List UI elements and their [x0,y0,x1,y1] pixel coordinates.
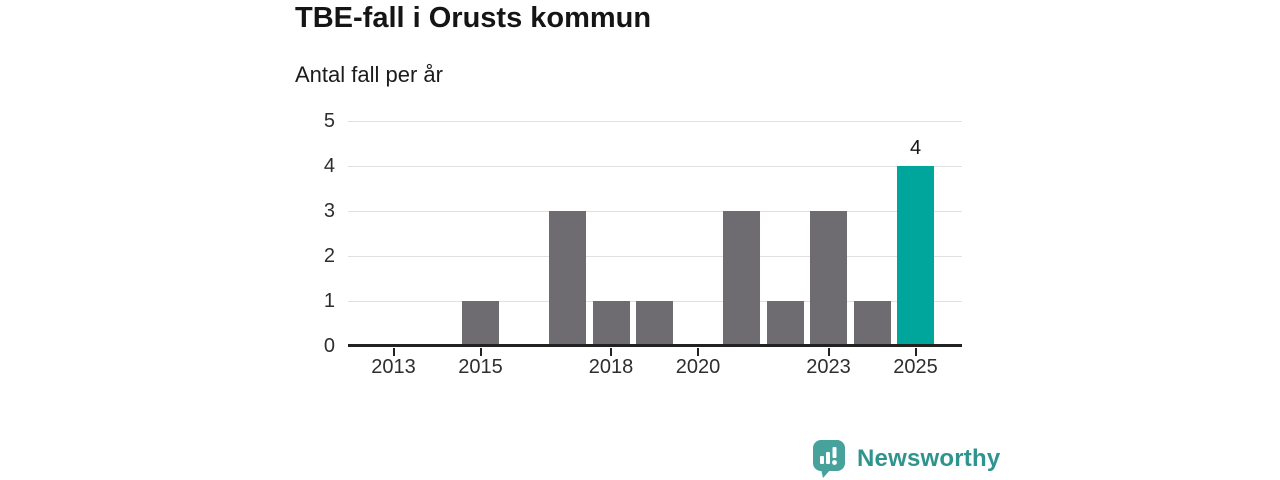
x-axis-tick-label: 2013 [371,356,416,378]
x-axis-tick [914,348,917,356]
x-axis-tick-label: 2025 [893,356,938,378]
x-axis-tick-label: 2018 [588,356,634,378]
plot-area [348,120,962,347]
y-axis-tick-label: 2 [323,245,335,267]
x-axis-tick [479,348,482,356]
y-axis-tick-label: 3 [323,200,335,222]
newsworthy-brand-text: Newsworthy [857,445,1001,472]
x-axis-tick [392,348,395,356]
bar-2015 [462,301,499,346]
bar-2018 [592,301,630,346]
y-axis-tick-label: 0 [323,335,335,357]
gridline [348,255,962,257]
x-axis-tick [697,348,699,356]
bar-2023 [810,211,847,346]
bar-2024 [853,301,891,346]
chart-subtitle: Antal fall per år [295,62,443,87]
x-axis-tick-label: 2015 [458,356,503,378]
gridline [348,165,962,167]
newsworthy-logo: Newsworthy [812,439,1000,479]
bar-2017 [549,211,586,346]
x-axis-tick-label: 2020 [675,356,721,378]
bar-2019 [636,301,673,346]
gridline [348,210,962,212]
y-axis-tick-label: 4 [323,155,335,177]
y-axis-tick-label: 1 [323,290,335,312]
bar-2021 [723,211,760,346]
newsworthy-logo-icon [813,440,845,478]
y-axis-tick-label: 5 [323,110,335,132]
bar-2022 [766,301,804,346]
gridline [348,120,962,122]
chart-title: TBE-fall i Orusts kommun [295,2,652,34]
x-axis-line [348,344,962,347]
x-axis-tick [610,348,612,356]
x-axis-tick [827,348,830,356]
x-axis-tick-label: 2023 [806,356,851,378]
bar-value-label: 4 [909,137,922,159]
bar-2025 [897,166,934,346]
